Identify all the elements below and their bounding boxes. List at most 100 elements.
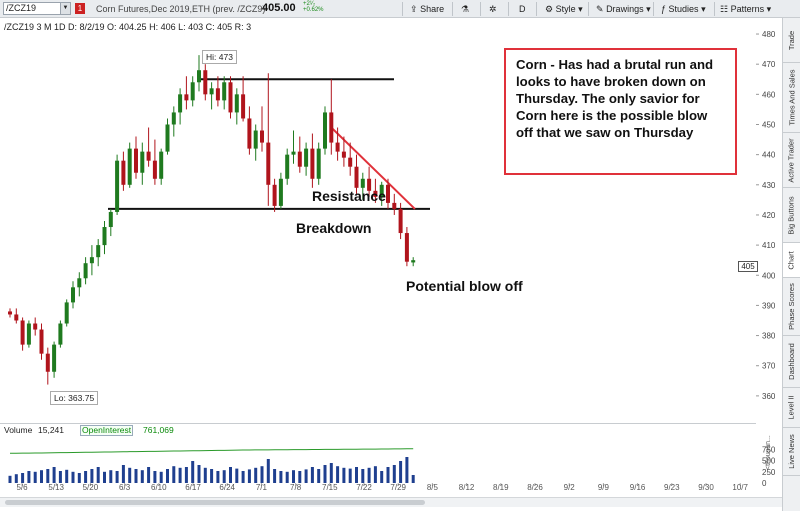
tab-label: Chart xyxy=(787,250,796,270)
volume-bar xyxy=(380,471,384,483)
volume-bar xyxy=(235,468,239,483)
volume-bar xyxy=(392,465,396,483)
blowoff-label: Potential blow off xyxy=(406,278,523,294)
volume-bar xyxy=(216,471,220,483)
patterns-label: Patterns xyxy=(730,4,765,14)
candle-body xyxy=(127,148,132,185)
volume-bar xyxy=(46,469,50,483)
open-interest-label[interactable]: OpenInterest xyxy=(80,425,134,436)
tab-level-ii[interactable]: Level II xyxy=(783,388,800,428)
volume-bar xyxy=(405,457,409,483)
volume-bar xyxy=(348,468,352,483)
candle-body xyxy=(178,94,183,113)
studies-icon: ƒ xyxy=(661,4,667,14)
settings-button[interactable]: ✲ xyxy=(489,3,497,15)
net-change: +2¹⁄₂ xyxy=(303,1,316,7)
candle-body xyxy=(171,112,176,125)
volume-bar xyxy=(329,463,333,483)
chart-header: /ZCZ19 3 M 1D D: 8/2/19 O: 404.25 H: 406… xyxy=(4,22,252,32)
tab-dashboard[interactable]: Dashboard xyxy=(783,336,800,388)
tab-chart[interactable]: Chart xyxy=(783,243,800,278)
price-tick-label: 460 xyxy=(762,90,776,99)
date-tick-label: 5/6 xyxy=(16,483,28,492)
volume-bar xyxy=(323,465,327,483)
candle-body xyxy=(379,184,384,197)
scroll-thumb[interactable] xyxy=(5,500,425,505)
candle-body xyxy=(310,148,315,179)
tab-label: Active Trader xyxy=(787,137,796,183)
pencil-icon: ✎ xyxy=(596,4,604,14)
studies-button[interactable]: ƒ Studies ▾ xyxy=(661,3,706,15)
candle-body xyxy=(285,154,290,179)
chevron-down-icon[interactable]: ▼ xyxy=(60,3,70,14)
date-tick-label: 7/29 xyxy=(390,483,406,492)
candle-body xyxy=(253,130,258,149)
candle-body xyxy=(89,257,94,264)
volume-bar xyxy=(178,467,182,483)
volume-bar xyxy=(304,469,308,483)
volume-bar xyxy=(159,471,163,483)
tab-big-buttons[interactable]: Big Buttons xyxy=(783,188,800,243)
date-tick-label: 9/16 xyxy=(630,483,646,492)
volume-bar xyxy=(191,461,195,483)
candle-body xyxy=(316,148,321,179)
volume-bar xyxy=(203,467,207,483)
tab-times-and-sales[interactable]: Times And Sales xyxy=(783,63,800,133)
patterns-button[interactable]: ☷ Patterns ▾ xyxy=(720,3,771,15)
style-label: Style xyxy=(555,4,576,14)
symbol-description: Corn Futures,Dec 2019,ETH (prev. /ZCZ9) xyxy=(96,4,266,14)
candle-body xyxy=(96,245,101,258)
share-button[interactable]: ⇪ Share xyxy=(410,3,444,15)
drawings-button[interactable]: ✎ Drawings ▾ xyxy=(596,3,651,15)
side-panel-tabs: Trade Times And Sales Active Trader Big But… xyxy=(782,18,800,511)
volume-bar xyxy=(33,471,37,483)
candle-body xyxy=(184,94,189,101)
tab-phase-scores[interactable]: Phase Scores xyxy=(783,278,800,336)
volume-bar xyxy=(298,471,302,483)
date-tick-label: 5/20 xyxy=(83,483,99,492)
candle-body xyxy=(108,211,113,228)
tab-live-news[interactable]: Live News xyxy=(783,428,800,476)
style-button[interactable]: ⚙ Style ▾ xyxy=(545,3,583,15)
volume-bar xyxy=(153,471,157,483)
date-tick-label: 6/17 xyxy=(185,483,201,492)
candle-body xyxy=(159,151,164,179)
volume-label: Volume xyxy=(4,425,33,435)
volume-bar xyxy=(71,471,75,483)
timeframe-button[interactable]: D xyxy=(519,4,526,14)
volume-bar xyxy=(115,471,119,483)
tab-label: Big Buttons xyxy=(787,195,797,235)
volume-bar xyxy=(96,467,100,483)
tab-trade[interactable]: Trade xyxy=(783,18,800,63)
candle-body xyxy=(411,260,416,263)
date-tick-label: 7/22 xyxy=(356,483,372,492)
candle-body xyxy=(404,233,409,262)
candle-body xyxy=(360,178,365,188)
candle-body xyxy=(341,151,346,158)
volume-bar xyxy=(373,466,377,483)
candle-body xyxy=(291,151,296,155)
tab-label: Trade xyxy=(787,30,797,50)
open-interest-line xyxy=(9,448,414,454)
price-tick-label: 390 xyxy=(762,301,776,310)
volume-bar xyxy=(222,470,226,483)
horizontal-scrollbar[interactable] xyxy=(0,497,782,507)
tab-label: Level II xyxy=(787,395,796,420)
studies-label: Studies xyxy=(668,4,699,14)
chevron-down-icon: ▾ xyxy=(578,4,583,14)
symbol-input[interactable]: /ZCZ19 ▼ xyxy=(3,2,71,15)
share-label: Share xyxy=(420,4,445,14)
open-interest-value: 761,069 xyxy=(143,425,174,435)
price-tick-label: 370 xyxy=(762,362,776,371)
candle-body xyxy=(260,130,264,143)
current-price-tag: 405 xyxy=(738,261,758,272)
tab-active-trader[interactable]: Active Trader xyxy=(783,133,800,188)
flag-badge[interactable]: 1 xyxy=(75,3,85,14)
volume-bar xyxy=(58,471,62,483)
flask-button[interactable]: ⚗ xyxy=(461,3,469,15)
toolbar-divider xyxy=(402,2,403,16)
candle-body xyxy=(140,151,145,173)
volume-bar xyxy=(411,475,415,483)
volume-bar xyxy=(172,466,176,483)
